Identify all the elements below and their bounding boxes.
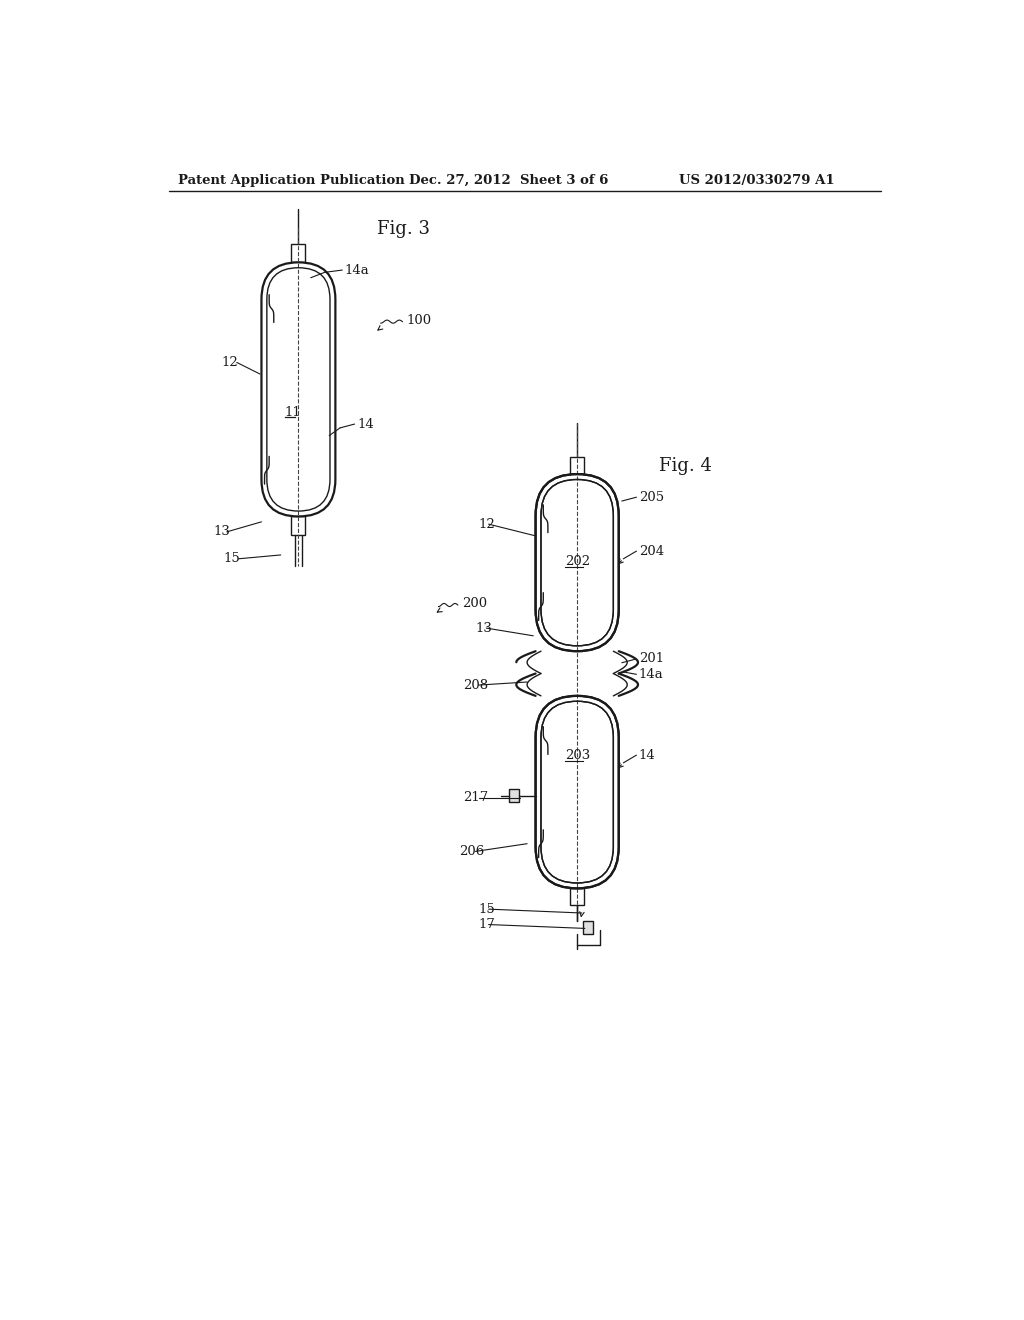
- FancyBboxPatch shape: [536, 696, 618, 888]
- Bar: [547, 515, 607, 611]
- Bar: [271, 305, 326, 474]
- Text: 203: 203: [565, 748, 590, 762]
- Text: 208: 208: [463, 678, 488, 692]
- Text: 100: 100: [407, 314, 431, 326]
- Text: Patent Application Publication: Patent Application Publication: [178, 174, 406, 187]
- Bar: [547, 515, 607, 611]
- Text: Dec. 27, 2012  Sheet 3 of 6: Dec. 27, 2012 Sheet 3 of 6: [410, 174, 608, 187]
- Text: 13: 13: [214, 525, 230, 539]
- Bar: [570, 457, 584, 474]
- Text: 12: 12: [478, 517, 496, 531]
- Text: 205: 205: [639, 491, 664, 504]
- Text: 204: 204: [639, 545, 664, 557]
- Text: 201: 201: [639, 652, 664, 665]
- Bar: [509, 789, 518, 801]
- Text: 13: 13: [475, 622, 493, 635]
- Bar: [584, 921, 593, 933]
- Text: US 2012/0330279 A1: US 2012/0330279 A1: [679, 174, 835, 187]
- Text: Fig. 4: Fig. 4: [658, 458, 712, 475]
- Text: 15: 15: [478, 903, 496, 916]
- Text: 14: 14: [357, 417, 375, 430]
- Text: 202: 202: [565, 554, 590, 568]
- Text: 14a: 14a: [639, 668, 664, 681]
- Bar: [547, 737, 607, 849]
- FancyBboxPatch shape: [261, 263, 336, 516]
- Text: 14: 14: [639, 748, 655, 762]
- Text: 206: 206: [460, 845, 484, 858]
- Text: 14a: 14a: [345, 264, 370, 277]
- Bar: [292, 244, 305, 263]
- FancyBboxPatch shape: [536, 474, 618, 651]
- Bar: [292, 516, 305, 535]
- Text: Fig. 3: Fig. 3: [377, 220, 430, 238]
- Text: 12: 12: [221, 356, 239, 370]
- Text: 11: 11: [285, 407, 301, 418]
- Bar: [547, 737, 607, 849]
- Text: 217: 217: [463, 791, 488, 804]
- Text: 200: 200: [462, 597, 486, 610]
- Text: 15: 15: [223, 552, 240, 565]
- Text: 17: 17: [478, 917, 496, 931]
- Bar: [570, 888, 584, 906]
- Bar: [536, 651, 618, 696]
